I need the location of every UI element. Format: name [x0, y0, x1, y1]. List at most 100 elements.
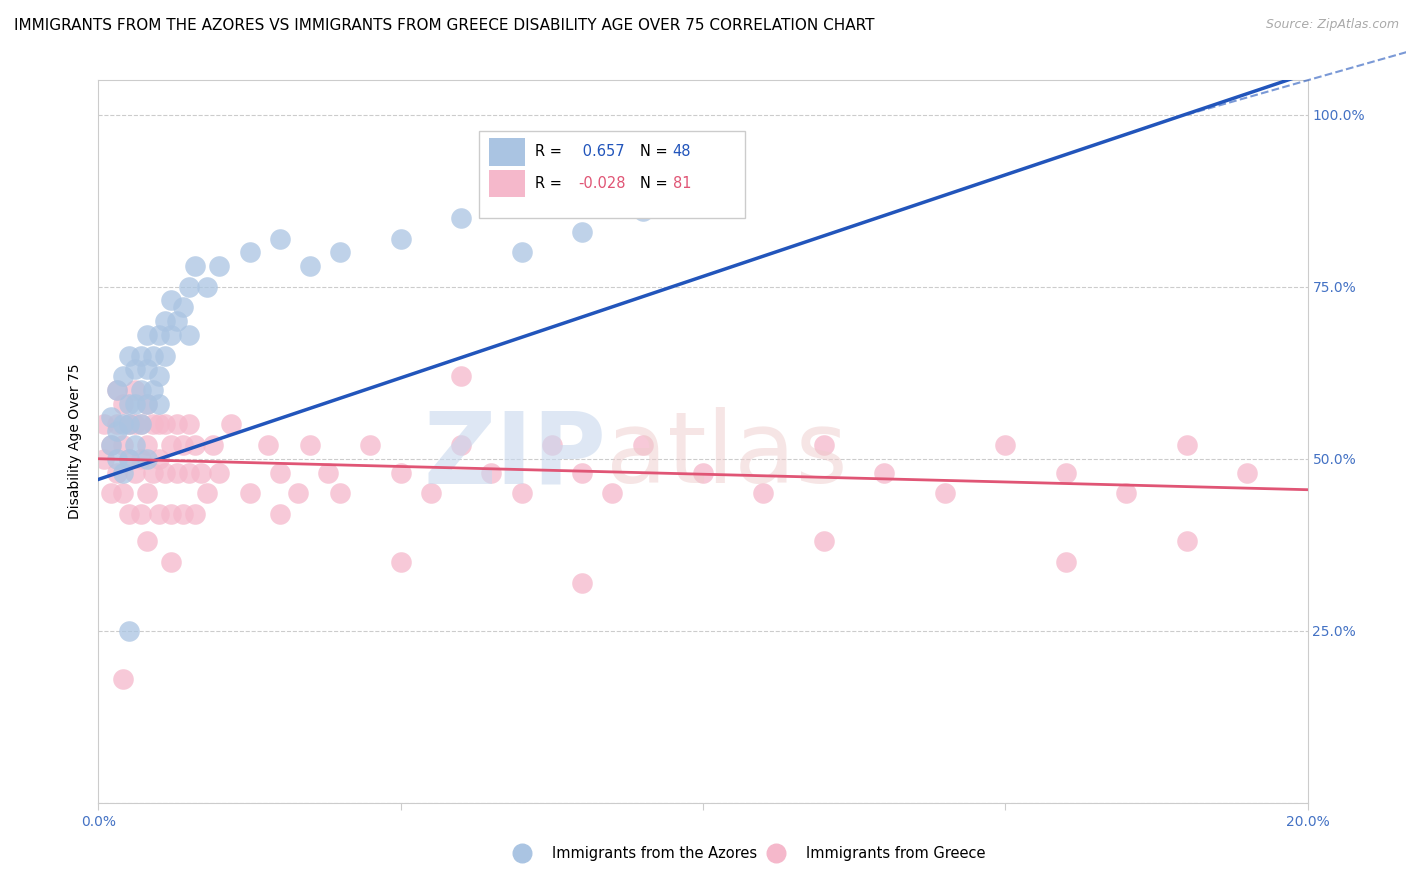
- Text: N =: N =: [640, 145, 668, 160]
- Point: [389, 466, 412, 480]
- Point: [142, 349, 165, 363]
- Point: [129, 349, 152, 363]
- Point: [148, 327, 170, 342]
- Point: [1054, 466, 1077, 480]
- Point: [179, 327, 201, 342]
- Point: [184, 438, 207, 452]
- Point: [111, 466, 134, 480]
- Point: [118, 417, 141, 432]
- Point: [160, 555, 183, 569]
- Point: [142, 417, 165, 432]
- Point: [124, 417, 146, 432]
- Point: [118, 417, 141, 432]
- Point: [148, 507, 170, 521]
- Point: [329, 245, 352, 260]
- Point: [135, 438, 157, 452]
- Point: [118, 397, 141, 411]
- Point: [420, 486, 443, 500]
- Point: [571, 575, 593, 590]
- Point: [166, 417, 188, 432]
- Point: [692, 466, 714, 480]
- Point: [135, 397, 157, 411]
- Point: [256, 438, 278, 452]
- FancyBboxPatch shape: [489, 169, 526, 197]
- Text: R =: R =: [534, 145, 562, 160]
- Point: [148, 417, 170, 432]
- Point: [208, 259, 231, 273]
- Text: 48: 48: [672, 145, 692, 160]
- Point: [172, 438, 194, 452]
- Point: [172, 507, 194, 521]
- Point: [153, 349, 176, 363]
- Point: [129, 383, 152, 397]
- Text: 81: 81: [672, 176, 692, 191]
- Point: [105, 466, 128, 480]
- Point: [239, 486, 262, 500]
- Point: [631, 204, 654, 219]
- Point: [148, 369, 170, 384]
- Point: [124, 362, 146, 376]
- Point: [100, 486, 122, 500]
- Point: [208, 466, 231, 480]
- Point: [316, 466, 339, 480]
- Point: [752, 486, 775, 500]
- Point: [631, 438, 654, 452]
- Text: Source: ZipAtlas.com: Source: ZipAtlas.com: [1265, 18, 1399, 31]
- Point: [100, 438, 122, 452]
- Point: [202, 438, 225, 452]
- Point: [389, 231, 412, 245]
- Point: [124, 397, 146, 411]
- Point: [124, 383, 146, 397]
- Point: [179, 417, 201, 432]
- Point: [571, 466, 593, 480]
- Point: [129, 451, 152, 466]
- Text: N =: N =: [640, 176, 668, 191]
- Point: [389, 555, 412, 569]
- Point: [148, 451, 170, 466]
- Point: [135, 327, 157, 342]
- Point: [571, 225, 593, 239]
- Point: [142, 466, 165, 480]
- Point: [111, 369, 134, 384]
- Point: [148, 397, 170, 411]
- Point: [1115, 486, 1137, 500]
- Point: [994, 438, 1017, 452]
- Point: [124, 466, 146, 480]
- Point: [105, 383, 128, 397]
- Point: [195, 279, 218, 293]
- Text: ZIP: ZIP: [423, 408, 606, 505]
- Point: [1175, 438, 1198, 452]
- Point: [329, 486, 352, 500]
- Point: [93, 417, 115, 432]
- Point: [118, 349, 141, 363]
- Point: [105, 424, 128, 438]
- Point: [1054, 555, 1077, 569]
- Point: [179, 466, 201, 480]
- Point: [510, 245, 533, 260]
- Point: [184, 507, 207, 521]
- Point: [239, 245, 262, 260]
- Point: [221, 417, 243, 432]
- Point: [153, 417, 176, 432]
- Point: [299, 259, 322, 273]
- Point: [111, 417, 134, 432]
- Point: [602, 486, 624, 500]
- Point: [129, 507, 152, 521]
- Point: [190, 466, 212, 480]
- Point: [100, 438, 122, 452]
- Point: [450, 211, 472, 225]
- Point: [135, 397, 157, 411]
- Point: [873, 466, 896, 480]
- Point: [135, 451, 157, 466]
- Text: Immigrants from Greece: Immigrants from Greece: [806, 846, 986, 861]
- Point: [160, 327, 183, 342]
- Point: [105, 417, 128, 432]
- Point: [153, 466, 176, 480]
- Point: [510, 486, 533, 500]
- Text: R =: R =: [534, 176, 562, 191]
- Point: [135, 486, 157, 500]
- Point: [813, 534, 835, 549]
- Point: [179, 279, 201, 293]
- Point: [160, 293, 183, 308]
- Point: [450, 369, 472, 384]
